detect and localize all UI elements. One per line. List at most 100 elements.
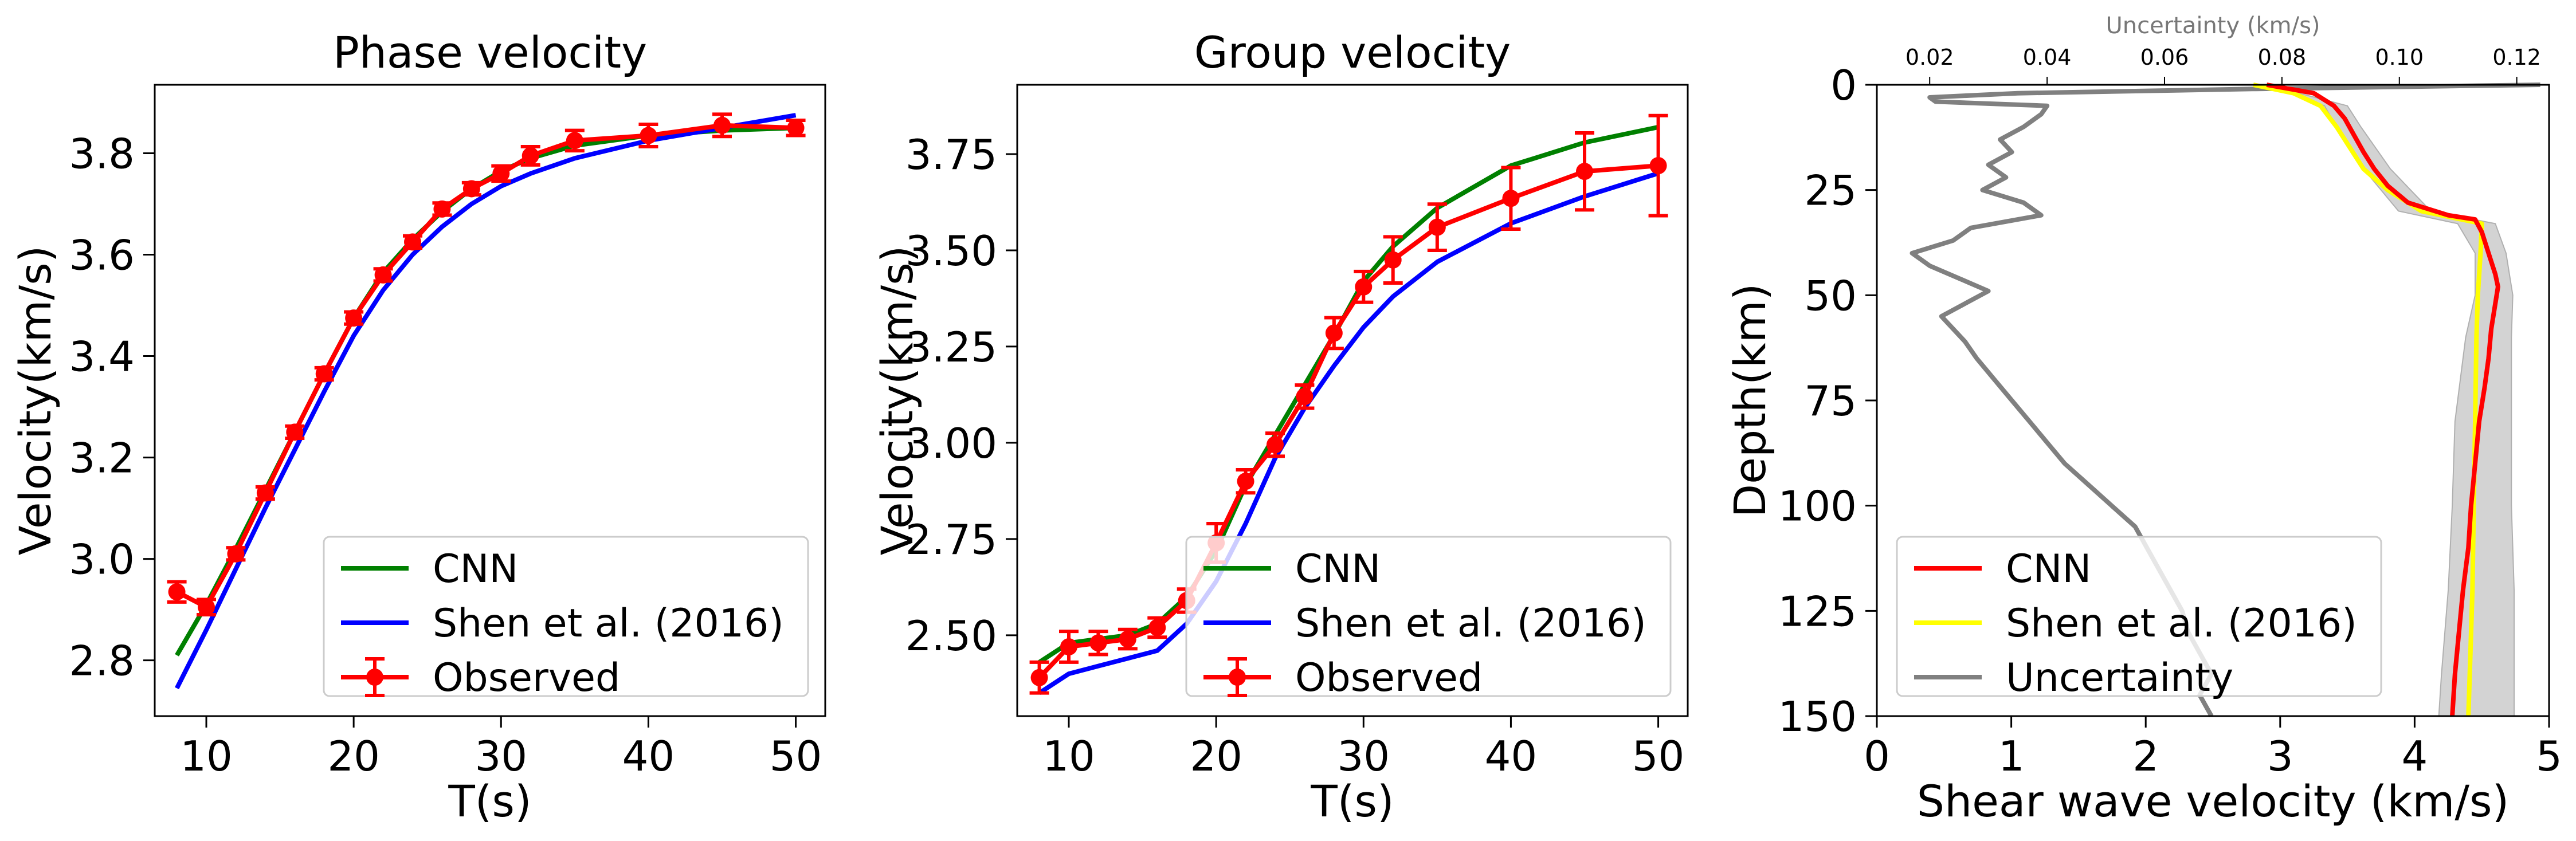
y-tick-label: 3.0: [69, 536, 135, 584]
data-point: [787, 119, 805, 137]
x-tick-label: 2: [2132, 732, 2159, 780]
shen-profile-line: [2253, 82, 2484, 717]
x-tick-label: 3: [2267, 732, 2293, 780]
legend-box: [1896, 536, 2382, 697]
y-tick-label: 100: [1778, 482, 1857, 530]
group-velocity-panel: 10 20 30 40 50 2.50 2.75 3.00 3.25 3.50 3.75 Group …: [872, 27, 1689, 827]
x-tick-label: 50: [1632, 732, 1685, 780]
legend-marker: [366, 669, 383, 686]
legend-label: CNN: [1295, 547, 1381, 592]
data-point: [492, 164, 510, 182]
x-tick-label: 40: [622, 732, 675, 780]
legend-marker: [1229, 669, 1246, 686]
data-point: [1030, 669, 1048, 686]
legend-box: [323, 536, 809, 697]
x-tick-label: 20: [327, 732, 380, 780]
data-point: [1355, 278, 1373, 296]
y-tick-label: 3.75: [905, 131, 997, 179]
data-point: [1060, 638, 1077, 656]
y-tick-label: 150: [1778, 693, 1857, 741]
chart-title: Phase velocity: [333, 27, 647, 78]
x-tick-label: 4: [2401, 732, 2428, 780]
legend-label: CNN: [2006, 547, 2091, 592]
y-tick-label: 3.25: [905, 323, 997, 371]
data-point: [433, 200, 451, 218]
y-tick-label: 75: [1804, 377, 1857, 425]
top-x-tick-label: 0.10: [2375, 45, 2424, 70]
x-tick-label: 30: [475, 732, 527, 780]
cnn-profile-line: [2266, 82, 2500, 717]
legend-label: Shen et al. (2016): [1295, 601, 1646, 646]
y-tick-label: 3.2: [69, 434, 135, 482]
data-point: [462, 180, 480, 198]
data-point: [713, 116, 731, 134]
y-axis-label: Velocity(km/s): [10, 246, 61, 556]
data-point: [256, 484, 274, 502]
y-tick-label: 3.00: [905, 419, 997, 467]
y-tick-label: 125: [1778, 587, 1857, 635]
y-axis-label: Depth(km): [1724, 284, 1775, 518]
data-point: [1119, 630, 1136, 648]
series-line-1: [1038, 171, 1659, 695]
data-point: [1576, 163, 1593, 180]
data-point: [168, 583, 186, 601]
data-point: [1296, 388, 1314, 406]
y-tick-label: 50: [1804, 272, 1857, 320]
data-point: [1384, 251, 1402, 269]
x-axis-label: Shear wave velocity (km/s): [1917, 776, 2510, 827]
legend-label: Shen et al. (2016): [2006, 601, 2357, 646]
data-point: [227, 545, 245, 563]
x-tick-label: 50: [770, 732, 822, 780]
x-tick-label: 10: [1042, 732, 1095, 780]
x-axis-label: T(s): [448, 776, 531, 827]
phase-velocity-panel: 10 20 30 40 50 2.8 3.0 3.2 3.4 3.6 3.8 Phase veloci…: [10, 27, 826, 827]
legend-label: Uncertainty: [2006, 655, 2233, 701]
data-point: [1325, 324, 1343, 342]
x-tick-label: 40: [1485, 732, 1538, 780]
x-tick-label: 1: [1998, 732, 2025, 780]
y-tick-label: 2.50: [905, 612, 997, 660]
y-tick-label: 25: [1804, 167, 1857, 215]
x-tick-label: 5: [2536, 732, 2562, 780]
data-point: [374, 266, 392, 284]
data-point: [404, 233, 421, 251]
top-x-tick-label: 0.02: [1905, 45, 1954, 70]
y-tick-label: 2.75: [905, 516, 997, 564]
x-axis-label: T(s): [1310, 776, 1394, 827]
data-point: [1649, 157, 1667, 175]
data-point: [198, 598, 215, 616]
y-tick-label: 0: [1830, 61, 1857, 109]
y-tick-label: 3.4: [69, 333, 135, 381]
plot-frame: [154, 84, 826, 717]
data-point: [1148, 619, 1166, 636]
x-tick-label: 20: [1190, 732, 1242, 780]
chart-title: Group velocity: [1194, 27, 1511, 78]
data-point: [640, 127, 657, 144]
legend-label: Observed: [1295, 655, 1483, 701]
series-line-1: [175, 113, 797, 690]
y-tick-label: 3.8: [69, 129, 135, 178]
plot-frame: [1016, 84, 1689, 717]
top-x-tick-label: 0.08: [2258, 45, 2307, 70]
y-axis-label: Velocity(km/s): [872, 246, 923, 556]
data-point: [1089, 634, 1107, 652]
data-point: [566, 132, 583, 150]
legend-label: CNN: [433, 547, 518, 592]
data-point: [1237, 473, 1254, 490]
legend-box: [1185, 536, 1672, 697]
data-point: [1267, 436, 1284, 454]
data-point: [1502, 190, 1520, 207]
top-x-tick-label: 0.04: [2023, 45, 2072, 70]
y-tick-label: 3.50: [905, 227, 997, 275]
data-point: [286, 423, 304, 441]
legend-label: Observed: [433, 655, 620, 701]
data-point: [1428, 218, 1446, 236]
x-tick-label: 30: [1337, 732, 1390, 780]
y-tick-label: 2.8: [69, 637, 135, 685]
data-point: [315, 365, 333, 383]
y-tick-label: 3.6: [69, 231, 135, 280]
data-point: [345, 309, 363, 327]
data-point: [522, 147, 539, 164]
